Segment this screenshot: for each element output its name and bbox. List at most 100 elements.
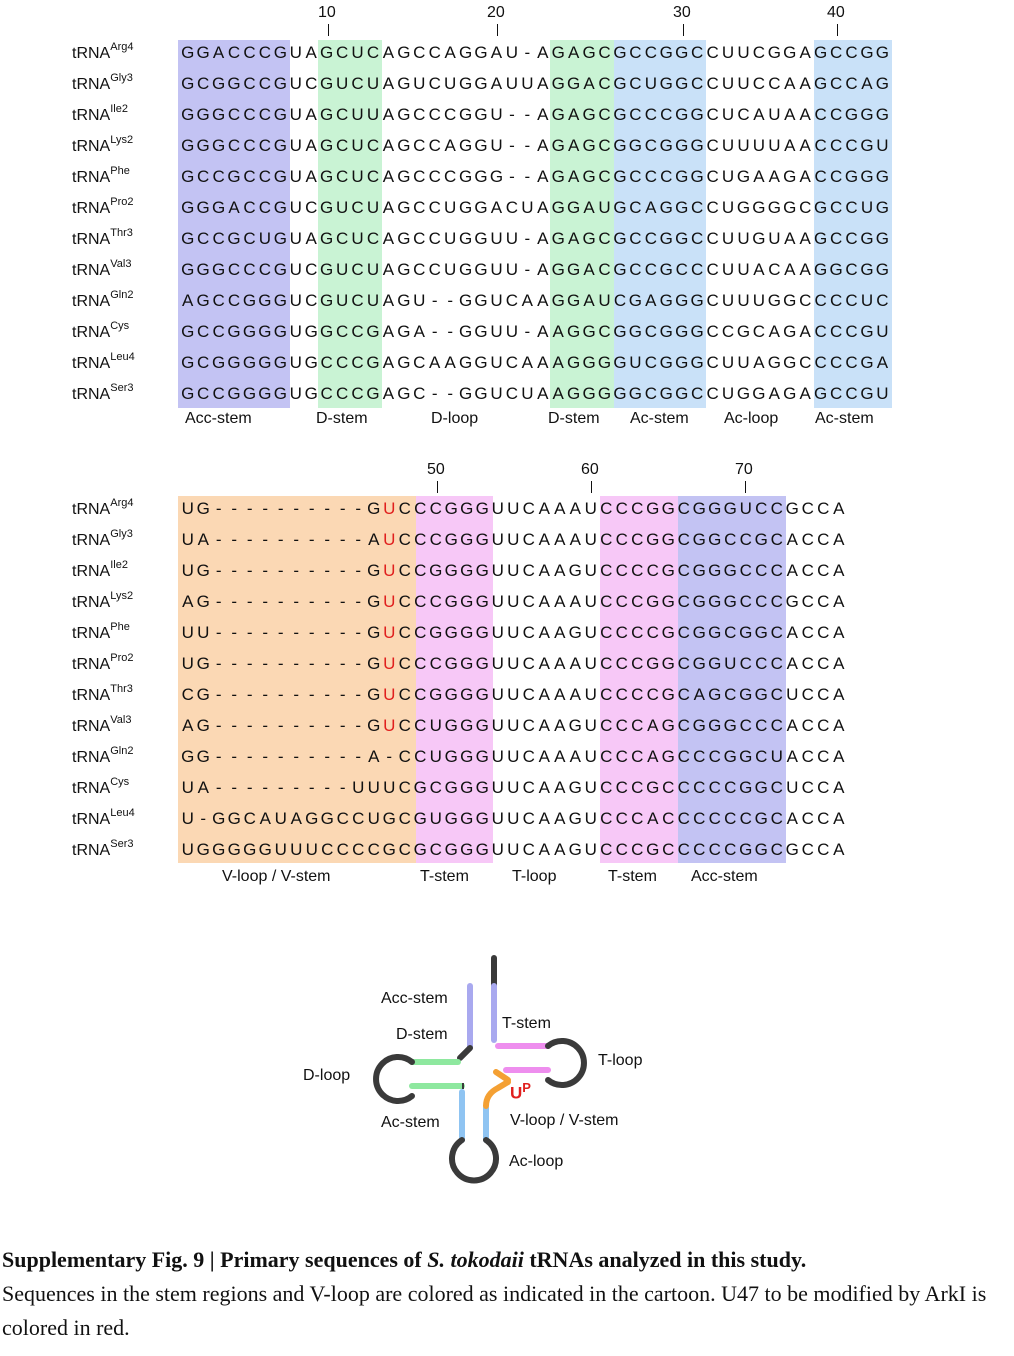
cartoon-label-t-stem: T-stem <box>502 1015 551 1032</box>
region-label-ac-stem: Ac-stem <box>815 410 874 427</box>
trna-name-isoacceptor: Thr3 <box>110 682 133 695</box>
trna-name: tRNAGln2 <box>72 745 133 767</box>
trna-name-base: tRNA <box>72 169 111 186</box>
trna-name: tRNASer3 <box>72 382 133 404</box>
ruler-tick <box>328 24 329 36</box>
ruler-tick <box>497 24 498 36</box>
trna-name: tRNAGly3 <box>72 528 133 550</box>
trna-name-isoacceptor: Cys <box>110 775 130 788</box>
trna-name-isoacceptor: Leu4 <box>110 806 135 819</box>
trna-name-base: tRNA <box>72 45 111 62</box>
cartoon-label-t-loop: T-loop <box>598 1052 643 1069</box>
trna-name: tRNALys2 <box>72 134 133 156</box>
region-label-ac-stem: Ac-stem <box>630 410 689 427</box>
caption-title-2: tRNAs analyzed in this study. <box>523 1247 807 1272</box>
region-label-acc-stem: Acc-stem <box>691 868 758 885</box>
trna-name-isoacceptor: Gly3 <box>110 527 133 540</box>
trna-name-base: tRNA <box>72 138 111 155</box>
trna-name-base: tRNA <box>72 687 111 704</box>
trna-name-base: tRNA <box>72 262 111 279</box>
cartoon-label-ac-loop: Ac-loop <box>509 1153 564 1170</box>
trna-name-base: tRNA <box>72 780 111 797</box>
trna-name: tRNAArg4 <box>72 41 133 63</box>
region-label-d-stem: D-stem <box>316 410 368 427</box>
acc-stem-band-3prime <box>678 496 786 863</box>
trna-name: tRNALeu4 <box>72 807 135 829</box>
up-main: U <box>510 1083 523 1103</box>
trna-name-isoacceptor: Phe <box>110 164 130 177</box>
trna-name: tRNAThr3 <box>72 683 133 705</box>
region-label-acc-stem: Acc-stem <box>185 410 252 427</box>
acc-stem-band-5prime <box>178 40 290 408</box>
region-label-t-stem: T-stem <box>420 868 469 885</box>
ruler-label-70: 70 <box>735 461 753 478</box>
ruler-label-10: 10 <box>318 4 336 21</box>
trna-name: tRNAIle2 <box>72 559 128 581</box>
trna-name: tRNAPro2 <box>72 652 133 674</box>
caption-title-species: S. tokodaii <box>427 1247 524 1272</box>
region-label-t-loop: T-loop <box>512 868 557 885</box>
ruler-tick <box>437 481 438 493</box>
ruler-label-40: 40 <box>827 4 845 21</box>
ruler-tick <box>591 481 592 493</box>
trna-name-isoacceptor: Ile2 <box>110 102 128 115</box>
up-sup: P <box>522 1080 531 1095</box>
trna-name: tRNAPhe <box>72 165 130 187</box>
region-label-t-stem: T-stem <box>608 868 657 885</box>
figure-caption: Supplementary Fig. 9 | Primary sequences… <box>2 1243 1007 1345</box>
d-stem-band-5prime <box>318 40 382 408</box>
region-label-d-stem: D-stem <box>548 410 600 427</box>
cartoon-label-ac-stem: Ac-stem <box>381 1114 440 1131</box>
trna-name: tRNAPhe <box>72 621 130 643</box>
trna-name-isoacceptor: Ser3 <box>110 381 134 394</box>
trna-name-isoacceptor: Arg4 <box>110 496 134 509</box>
trna-name-base: tRNA <box>72 656 111 673</box>
trna-name-base: tRNA <box>72 718 111 735</box>
trna-name-isoacceptor: Gln2 <box>110 744 134 757</box>
t-stem-band-5prime <box>416 496 493 863</box>
trna-name-isoacceptor: Val3 <box>110 713 132 726</box>
trna-name: tRNACys <box>72 320 129 342</box>
trna-name-base: tRNA <box>72 625 111 642</box>
trna-name: tRNAIle2 <box>72 103 128 125</box>
trna-name-base: tRNA <box>72 200 111 217</box>
ruler-label-50: 50 <box>427 461 445 478</box>
trna-name: tRNAPro2 <box>72 196 133 218</box>
trna-name: tRNAVal3 <box>72 258 131 280</box>
trna-name-isoacceptor: Gly3 <box>110 71 133 84</box>
ruler-label-20: 20 <box>487 4 505 21</box>
trna-name: tRNAGly3 <box>72 72 133 94</box>
caption-title-1: Supplementary Fig. 9 | Primary sequences… <box>2 1247 428 1272</box>
d-stem-band-3prime <box>550 40 614 408</box>
t-stem-band-3prime <box>600 496 678 863</box>
trna-name-isoacceptor: Lys2 <box>110 589 134 602</box>
trna-name-isoacceptor: Arg4 <box>110 40 134 53</box>
ac-stem-band-3prime <box>814 40 892 408</box>
cartoon-label-acc-stem: Acc-stem <box>381 990 448 1007</box>
ruler-label-30: 30 <box>673 4 691 21</box>
trna-name-base: tRNA <box>72 749 111 766</box>
trna-name: tRNAArg4 <box>72 497 133 519</box>
v-loop-inner <box>493 1069 511 1083</box>
trna-name: tRNAGln2 <box>72 289 133 311</box>
ruler-tick <box>837 24 838 36</box>
cartoon-label-d-stem: D-stem <box>396 1026 448 1043</box>
ruler-label-60: 60 <box>581 461 599 478</box>
